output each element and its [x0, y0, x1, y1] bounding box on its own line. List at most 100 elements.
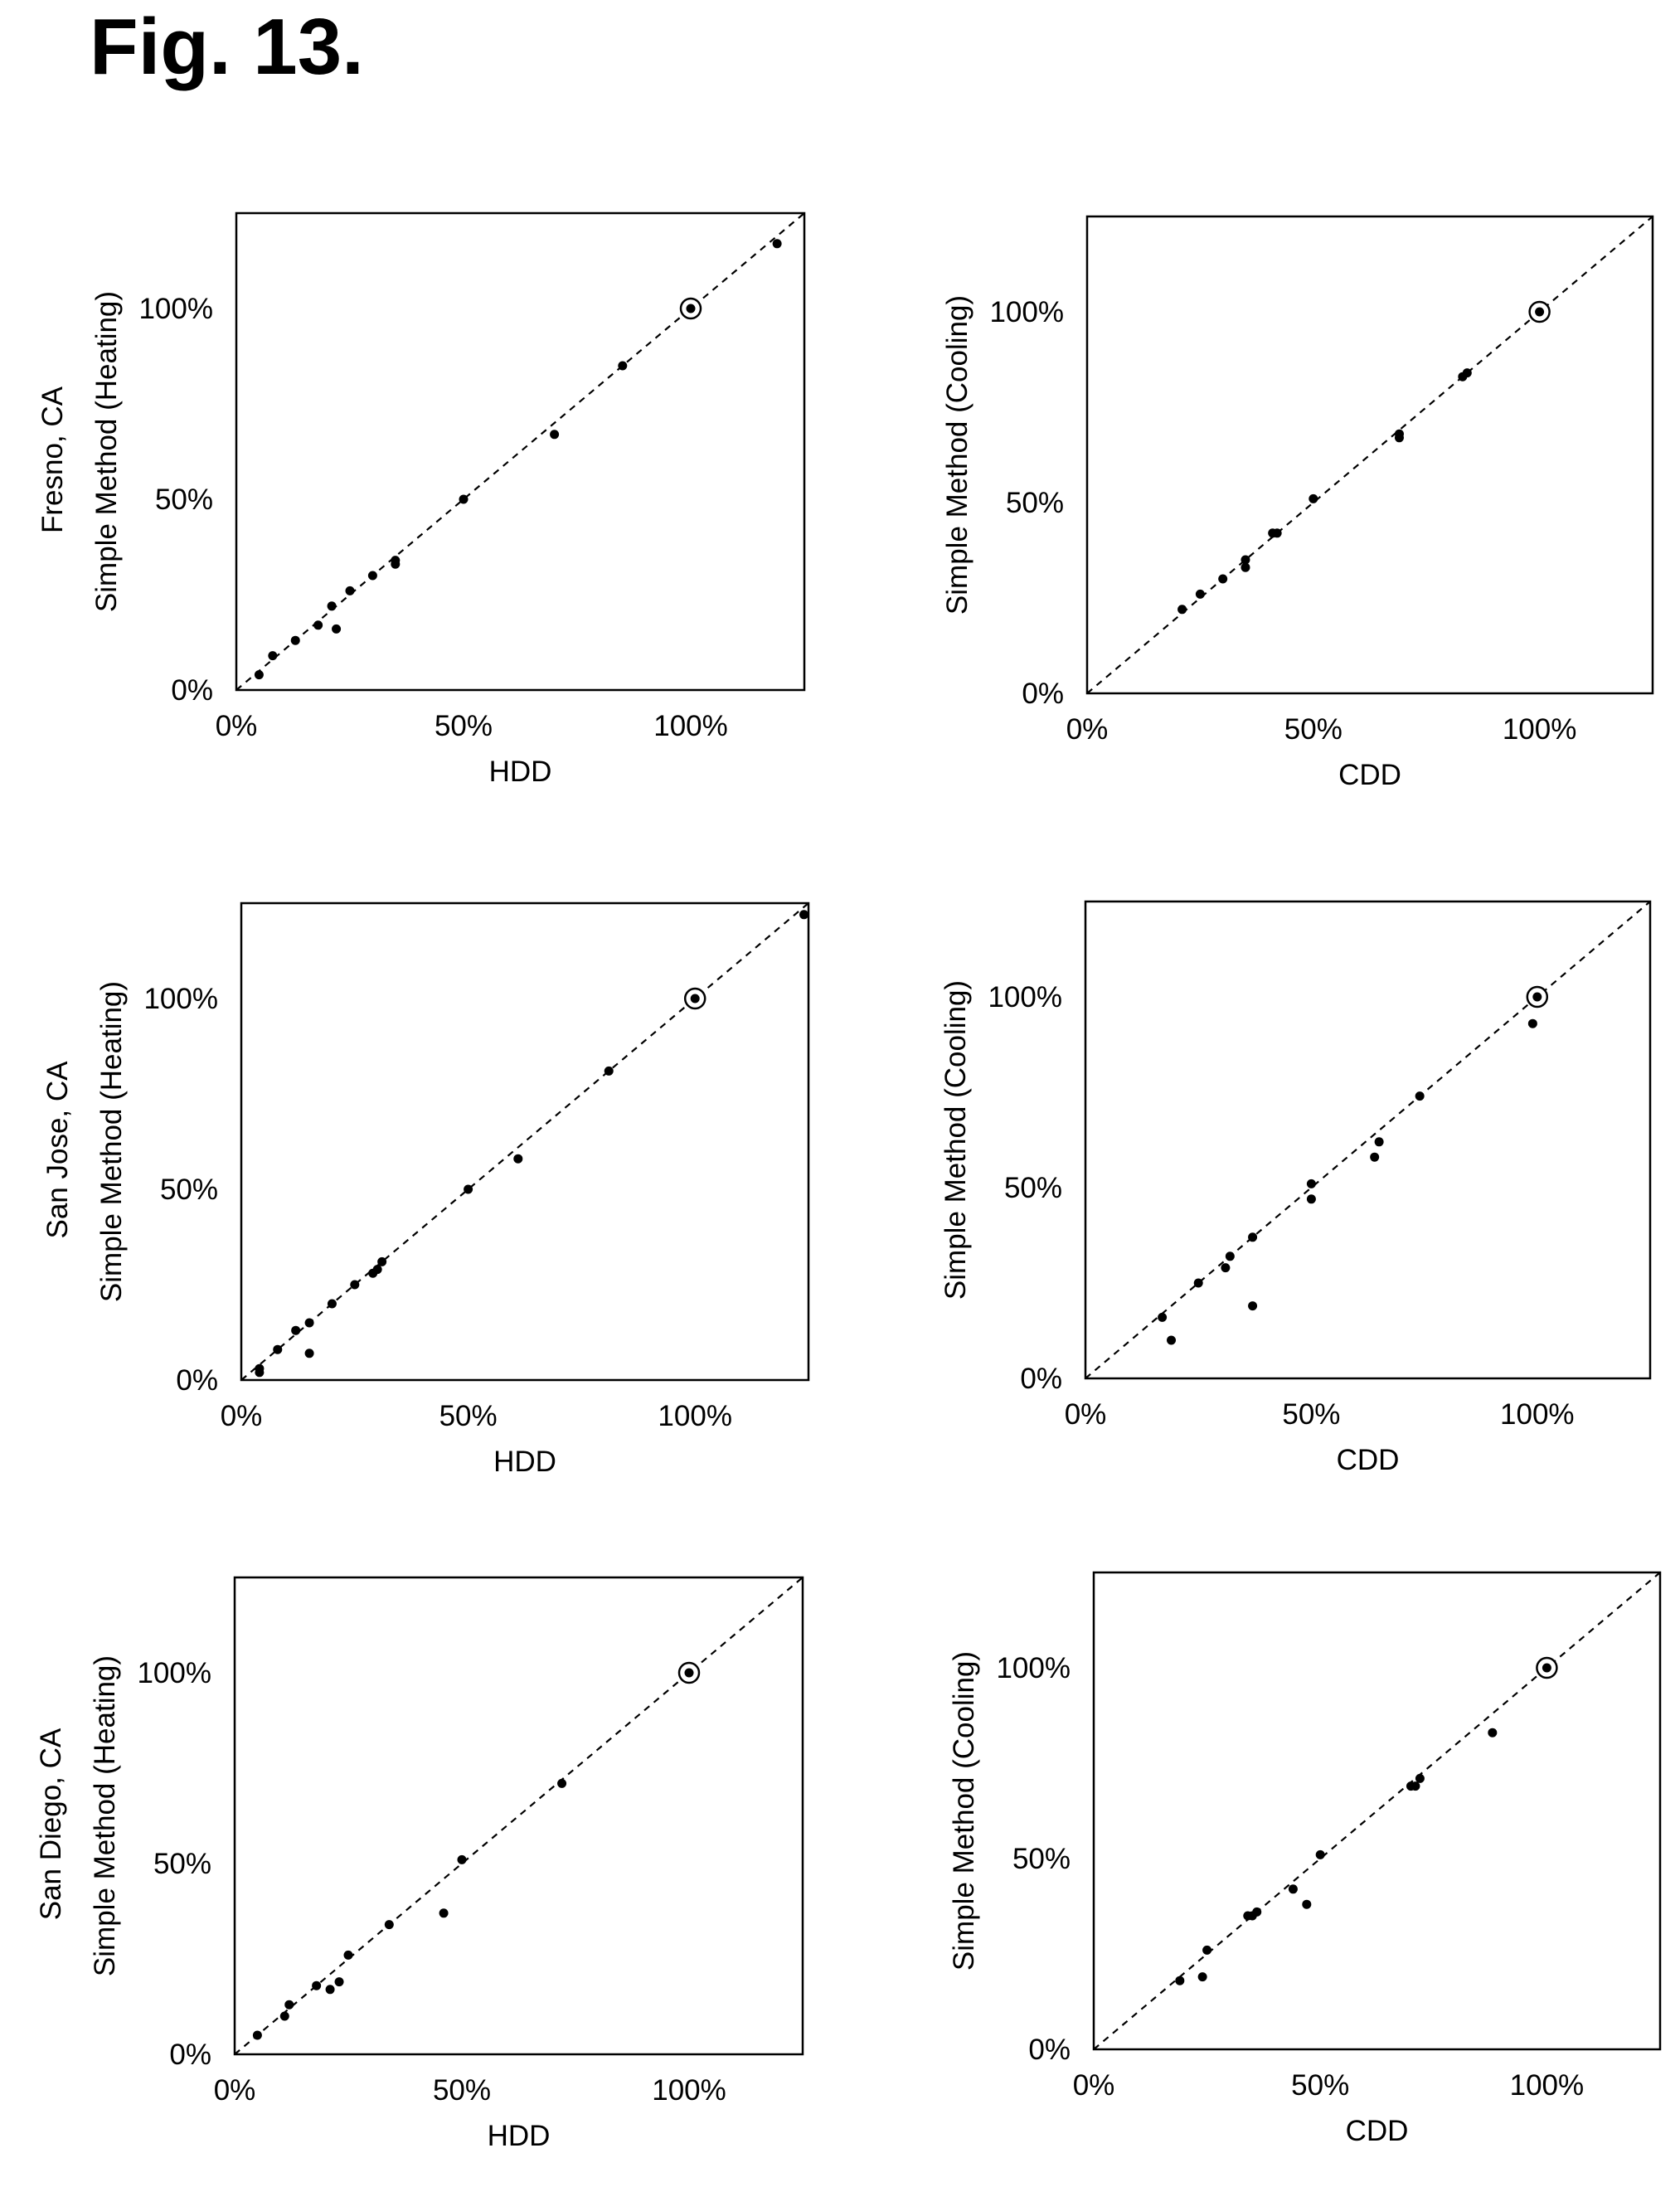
- reference-point: [686, 304, 696, 313]
- data-point: [1158, 1312, 1168, 1322]
- x-tick-label: 50%: [433, 2074, 491, 2107]
- reference-point: [1535, 307, 1545, 317]
- data-point: [343, 1950, 353, 1960]
- identity-line: [235, 212, 805, 691]
- data-point: [345, 586, 355, 595]
- x-tick-label: 50%: [1282, 1398, 1340, 1431]
- data-point: [312, 1980, 322, 1990]
- x-tick-label: 50%: [435, 710, 493, 742]
- x-tick-label: 0%: [1066, 713, 1109, 746]
- data-point: [327, 601, 337, 611]
- data-point: [459, 494, 469, 504]
- row-location-label: San Diego, CA: [35, 1728, 67, 1920]
- x-tick-label: 100%: [1503, 713, 1577, 746]
- data-point: [372, 1265, 382, 1275]
- scatter-plot-fresno-heating: 0% 50% 100% 0% 50% 100% HDD Simple Method (Heat…: [36, 211, 806, 788]
- data-point: [464, 1184, 473, 1194]
- plot-frame: [1092, 1571, 1662, 2051]
- x-axis-label: CDD: [1346, 2115, 1409, 2147]
- plot-frame: [1085, 215, 1654, 695]
- data-point: [1415, 1773, 1425, 1783]
- x-axis-label: HDD: [493, 1446, 556, 1478]
- data-point: [550, 430, 560, 440]
- data-point: [1252, 1907, 1262, 1917]
- y-tick-label: 100%: [989, 296, 1064, 328]
- data-point: [1288, 1884, 1298, 1894]
- data-point: [1374, 1137, 1384, 1147]
- data-point: [1202, 1945, 1212, 1955]
- identity-line: [1086, 216, 1653, 694]
- x-axis-label: HDD: [489, 756, 552, 788]
- data-point: [304, 1349, 314, 1358]
- identity-line: [1085, 901, 1651, 1379]
- y-tick-label: 50%: [160, 1174, 218, 1206]
- data-point: [1195, 589, 1205, 599]
- y-tick-label: 0%: [1028, 2034, 1071, 2066]
- data-point: [367, 571, 377, 581]
- data-point: [1302, 1899, 1312, 1909]
- data-point: [279, 2011, 289, 2021]
- data-point: [1225, 1251, 1235, 1261]
- data-point: [313, 620, 323, 630]
- reference-point: [1542, 1663, 1551, 1673]
- data-point: [799, 910, 809, 920]
- y-tick-label: 0%: [1020, 1363, 1062, 1395]
- data-point: [1218, 574, 1228, 584]
- reference-point: [684, 1668, 694, 1678]
- y-tick-label: 100%: [143, 983, 218, 1015]
- identity-line: [240, 902, 809, 1381]
- data-point: [391, 556, 401, 566]
- plot-frame: [235, 211, 806, 692]
- x-axis-label: CDD: [1338, 759, 1401, 791]
- y-tick-label: 50%: [1012, 1843, 1071, 1875]
- data-point: [1394, 429, 1404, 439]
- data-point: [268, 651, 278, 661]
- data-point: [1248, 1232, 1258, 1242]
- data-point: [332, 624, 342, 634]
- x-axis-label: HDD: [488, 2120, 551, 2152]
- data-point: [1193, 1278, 1203, 1288]
- data-point: [254, 670, 264, 680]
- data-point: [284, 2000, 294, 2010]
- data-point: [1315, 1849, 1325, 1859]
- x-axis-label: CDD: [1337, 1444, 1400, 1476]
- y-axis-label: Simple Method (Heating): [95, 981, 128, 1302]
- data-point: [334, 1977, 344, 1987]
- row-location-label: Fresno, CA: [36, 386, 69, 533]
- scatter-plot-sanjose-heating: 0% 50% 100% 0% 50% 100% HDD Simple Method (Heat…: [41, 902, 810, 1478]
- data-point: [377, 1256, 387, 1266]
- data-point: [772, 239, 782, 249]
- data-point: [513, 1154, 523, 1164]
- y-tick-label: 100%: [137, 1657, 211, 1689]
- plot-frame: [240, 902, 810, 1382]
- x-tick-label: 0%: [1065, 1398, 1107, 1431]
- data-point: [439, 1908, 449, 1918]
- sandiego-cooling-panel: 0% 50% 100% 0% 50% 100% CDD Simple Method (Cool…: [886, 1539, 1680, 2182]
- data-point: [618, 361, 628, 371]
- data-point: [1488, 1728, 1498, 1737]
- data-point: [291, 1325, 301, 1335]
- data-point: [557, 1778, 567, 1788]
- y-tick-label: 0%: [169, 2039, 211, 2071]
- data-point: [1415, 1091, 1425, 1101]
- y-tick-label: 100%: [138, 293, 213, 325]
- x-tick-label: 100%: [658, 1400, 732, 1432]
- scatter-plot-sandiego-cooling: 0% 50% 100% 0% 50% 100% CDD Simple Method (Cool…: [948, 1571, 1662, 2147]
- y-axis-label: Simple Method (Cooling): [948, 1651, 980, 1971]
- row-location-label: San Jose, CA: [41, 1061, 74, 1239]
- data-point: [457, 1854, 467, 1864]
- sanjose-heating-panel: 0% 50% 100% 0% 50% 100% HDD Simple Method (Heat…: [34, 870, 833, 1513]
- data-point: [1411, 1781, 1420, 1791]
- data-point: [1167, 1335, 1177, 1345]
- y-tick-label: 50%: [153, 1848, 211, 1880]
- data-point: [604, 1066, 614, 1076]
- x-tick-label: 0%: [214, 2074, 256, 2107]
- data-point: [1175, 1976, 1185, 1985]
- y-axis-label: Simple Method (Heating): [89, 1655, 121, 1976]
- fresno-cooling-panel: 0% 50% 100% 0% 50% 100% CDD Simple Method (Cool…: [880, 183, 1678, 826]
- data-point: [325, 1985, 335, 1995]
- scatter-plot-sanjose-cooling: 0% 50% 100% 0% 50% 100% CDD Simple Method (Cool…: [940, 900, 1652, 1476]
- reference-point: [690, 994, 700, 1004]
- y-tick-label: 0%: [176, 1364, 218, 1397]
- y-axis-label: Simple Method (Cooling): [941, 295, 974, 615]
